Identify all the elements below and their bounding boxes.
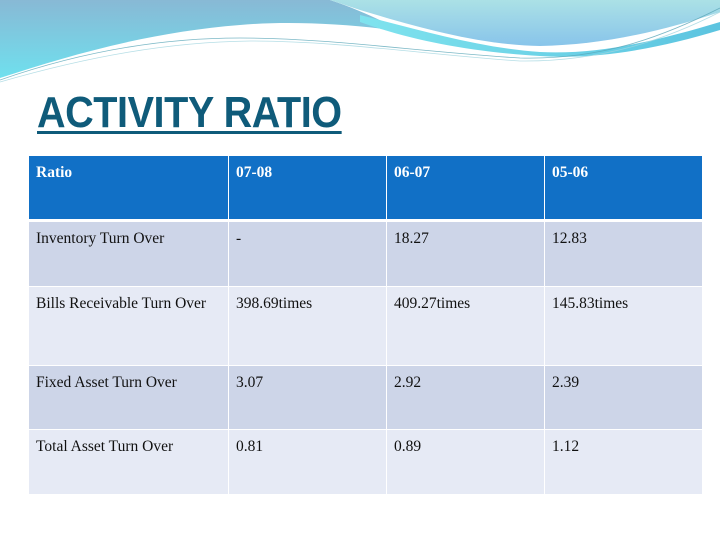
column-header-05-06: 05-06 — [544, 155, 703, 222]
table-row: Inventory Turn Over - 18.27 12.83 — [28, 220, 703, 287]
value-cell: 145.83times — [544, 286, 703, 366]
value-cell: 2.92 — [386, 365, 545, 430]
slide-title: ACTIVITY RATIO — [37, 88, 342, 137]
ratio-name-cell: Bills Receivable Turn Over — [28, 286, 229, 366]
decorative-wave-header — [0, 0, 720, 83]
value-cell: 18.27 — [386, 220, 545, 287]
ratio-name-cell: Total Asset Turn Over — [28, 429, 229, 495]
value-cell: 409.27times — [386, 286, 545, 366]
ratio-name-cell: Fixed Asset Turn Over — [28, 365, 229, 430]
value-cell: 2.39 — [544, 365, 703, 430]
column-header-ratio: Ratio — [28, 155, 229, 222]
table-header-row: Ratio 07-08 06-07 05-06 — [28, 155, 703, 222]
column-header-06-07: 06-07 — [386, 155, 545, 222]
table-row: Total Asset Turn Over 0.81 0.89 1.12 — [28, 429, 703, 495]
value-cell: 12.83 — [544, 220, 703, 287]
value-cell: 398.69times — [228, 286, 387, 366]
column-header-07-08: 07-08 — [228, 155, 387, 222]
table-row: Bills Receivable Turn Over 398.69times 4… — [28, 286, 703, 366]
value-cell: - — [228, 220, 387, 287]
ratio-name-cell: Inventory Turn Over — [28, 220, 229, 287]
activity-ratio-table: Ratio 07-08 06-07 05-06 Inventory Turn O… — [28, 155, 703, 495]
value-cell: 3.07 — [228, 365, 387, 430]
value-cell: 1.12 — [544, 429, 703, 495]
value-cell: 0.89 — [386, 429, 545, 495]
table-row: Fixed Asset Turn Over 3.07 2.92 2.39 — [28, 365, 703, 430]
value-cell: 0.81 — [228, 429, 387, 495]
